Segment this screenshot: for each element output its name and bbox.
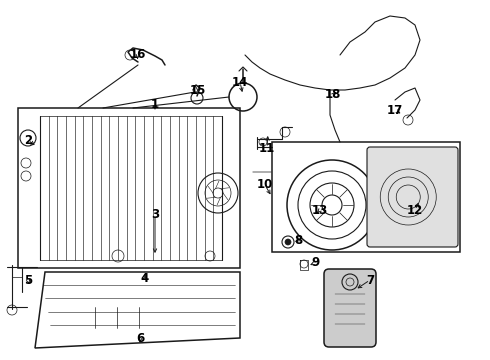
Text: 14: 14 [232, 76, 248, 89]
Text: 11: 11 [259, 141, 275, 154]
Bar [18, 108, 240, 268]
Text: 6: 6 [136, 332, 144, 345]
Bar [272, 142, 460, 252]
FancyBboxPatch shape [367, 147, 458, 247]
Text: 5: 5 [24, 274, 32, 287]
Text: 3: 3 [151, 208, 159, 221]
Text: 18: 18 [325, 89, 341, 102]
FancyBboxPatch shape [324, 269, 376, 347]
Text: 1: 1 [151, 99, 159, 112]
Text: 16: 16 [130, 49, 146, 62]
Text: 10: 10 [257, 179, 273, 192]
Text: 13: 13 [312, 203, 328, 216]
Text: 17: 17 [387, 104, 403, 117]
Text: 2: 2 [24, 134, 32, 147]
Text: 9: 9 [311, 256, 319, 270]
Text: 15: 15 [190, 84, 206, 96]
Text: 12: 12 [407, 203, 423, 216]
Text: 4: 4 [141, 271, 149, 284]
Text: 7: 7 [366, 274, 374, 287]
Circle shape [285, 239, 291, 245]
Text: 8: 8 [294, 234, 302, 247]
